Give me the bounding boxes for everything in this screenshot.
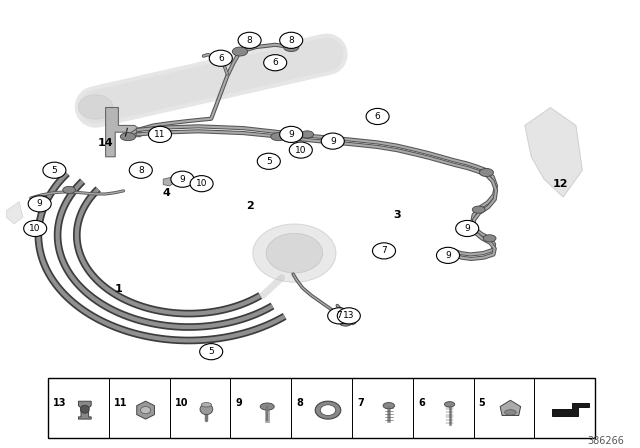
Ellipse shape <box>383 402 394 409</box>
Ellipse shape <box>479 168 493 177</box>
Text: 8: 8 <box>289 36 294 45</box>
Text: 7: 7 <box>337 311 342 320</box>
Circle shape <box>209 50 232 66</box>
Ellipse shape <box>260 403 275 410</box>
Text: 9: 9 <box>236 398 243 409</box>
Circle shape <box>264 55 287 71</box>
Text: 11: 11 <box>114 398 127 409</box>
Polygon shape <box>137 401 154 419</box>
Text: 6: 6 <box>375 112 380 121</box>
Text: 1: 1 <box>115 284 122 294</box>
Circle shape <box>436 247 460 263</box>
Text: 6: 6 <box>273 58 278 67</box>
Circle shape <box>372 243 396 259</box>
Text: 13: 13 <box>53 398 67 409</box>
Polygon shape <box>500 401 521 416</box>
Circle shape <box>141 407 151 414</box>
Text: 10: 10 <box>196 179 207 188</box>
Circle shape <box>43 162 66 178</box>
Text: 3: 3 <box>393 210 401 220</box>
Text: 8: 8 <box>296 398 303 409</box>
Text: 7: 7 <box>357 398 364 409</box>
Circle shape <box>328 308 351 324</box>
Ellipse shape <box>504 409 516 415</box>
Circle shape <box>171 171 194 187</box>
Ellipse shape <box>472 206 485 213</box>
Text: 9: 9 <box>445 251 451 260</box>
Ellipse shape <box>445 401 455 407</box>
Polygon shape <box>163 177 176 186</box>
Text: 5: 5 <box>266 157 271 166</box>
Ellipse shape <box>201 402 211 407</box>
Circle shape <box>315 401 341 419</box>
Text: 9: 9 <box>180 175 185 184</box>
Text: 2: 2 <box>246 201 253 211</box>
Circle shape <box>190 176 213 192</box>
Text: 5: 5 <box>479 398 486 409</box>
Text: 6: 6 <box>218 54 223 63</box>
Text: 386266: 386266 <box>587 436 624 446</box>
Text: 13: 13 <box>343 311 355 320</box>
Circle shape <box>24 220 47 237</box>
Polygon shape <box>6 202 23 224</box>
Polygon shape <box>552 403 589 416</box>
Bar <box>48 378 595 438</box>
Circle shape <box>238 32 261 48</box>
Text: 10: 10 <box>175 398 188 409</box>
Polygon shape <box>106 108 141 157</box>
Polygon shape <box>79 401 92 419</box>
Ellipse shape <box>200 404 212 415</box>
Circle shape <box>78 95 113 119</box>
Text: 12: 12 <box>552 179 568 189</box>
Ellipse shape <box>271 133 286 141</box>
Ellipse shape <box>284 43 299 52</box>
Text: 10: 10 <box>29 224 41 233</box>
Circle shape <box>253 224 336 282</box>
Circle shape <box>321 133 344 149</box>
Circle shape <box>337 308 360 324</box>
Circle shape <box>280 126 303 142</box>
Text: 9: 9 <box>465 224 470 233</box>
Circle shape <box>321 405 336 416</box>
Text: 5: 5 <box>209 347 214 356</box>
Ellipse shape <box>63 186 76 194</box>
Circle shape <box>266 233 323 273</box>
Circle shape <box>200 344 223 360</box>
Ellipse shape <box>339 319 352 326</box>
Ellipse shape <box>232 47 248 56</box>
Text: 8: 8 <box>138 166 143 175</box>
Circle shape <box>129 162 152 178</box>
Text: 9: 9 <box>37 199 42 208</box>
Circle shape <box>366 108 389 125</box>
Text: 6: 6 <box>418 398 425 409</box>
Circle shape <box>28 196 51 212</box>
Ellipse shape <box>483 235 496 242</box>
Text: 9: 9 <box>330 137 335 146</box>
Circle shape <box>280 32 303 48</box>
Text: 14: 14 <box>98 138 113 148</box>
Ellipse shape <box>120 133 136 141</box>
Ellipse shape <box>301 131 314 138</box>
Text: 7: 7 <box>381 246 387 255</box>
Text: 5: 5 <box>52 166 57 175</box>
Text: 8: 8 <box>247 36 252 45</box>
Ellipse shape <box>81 405 90 413</box>
Polygon shape <box>525 108 582 197</box>
Circle shape <box>456 220 479 237</box>
Text: 10: 10 <box>295 146 307 155</box>
Circle shape <box>289 142 312 158</box>
Text: 4: 4 <box>163 188 170 198</box>
Text: 11: 11 <box>154 130 166 139</box>
Circle shape <box>148 126 172 142</box>
Text: 9: 9 <box>289 130 294 139</box>
Circle shape <box>257 153 280 169</box>
